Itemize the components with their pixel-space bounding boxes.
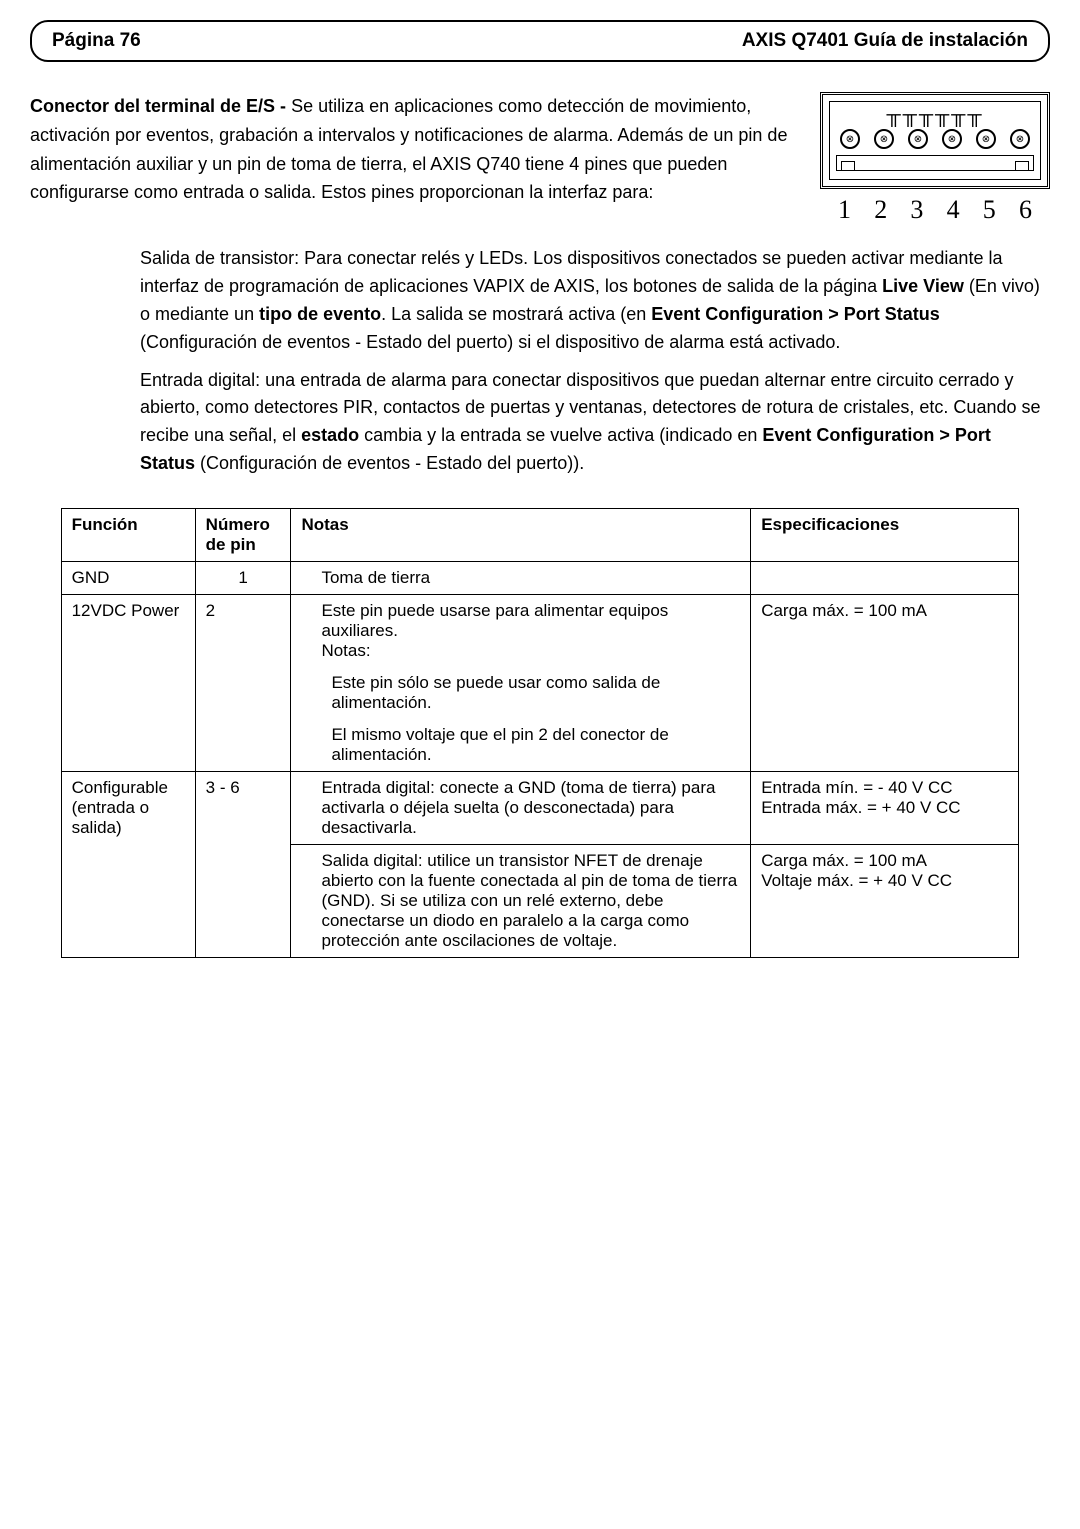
bullet1-text: . La salida se mostrará activa (en bbox=[381, 304, 651, 324]
screw-icon: ⊗ bbox=[874, 129, 894, 149]
table-row: GND 1 Toma de tierra bbox=[61, 562, 1019, 595]
pin-number: 6 bbox=[1019, 195, 1032, 225]
screw-icon: ⊗ bbox=[908, 129, 928, 149]
page-header: Página 76 AXIS Q7401 Guía de instalación bbox=[30, 20, 1050, 62]
bullet1-text: (Configuración de eventos - Estado del p… bbox=[140, 332, 840, 352]
bullet-2: Entrada digital: una entrada de alarma p… bbox=[30, 367, 1050, 479]
bullet1-path: Event Configuration > Port Status bbox=[651, 304, 940, 324]
cell-spec: Carga máx. = 100 mA Voltaje máx. = + 40 … bbox=[751, 845, 1019, 958]
cell-notes: Toma de tierra bbox=[291, 562, 751, 595]
connector-base-icon bbox=[836, 155, 1034, 171]
cell-notes: Este pin puede usarse para alimentar equ… bbox=[291, 595, 751, 668]
cell-func: GND bbox=[61, 562, 195, 595]
bullet1-liveview: Live View bbox=[882, 276, 964, 296]
screw-icon: ⊗ bbox=[976, 129, 996, 149]
bullet1-eventtype: tipo de evento bbox=[259, 304, 381, 324]
bullet2-text: (Configuración de eventos - Estado del p… bbox=[195, 453, 584, 473]
intro-lead: Conector del terminal de E/S - bbox=[30, 96, 286, 116]
bullet-1: Salida de transistor: Para conectar relé… bbox=[30, 245, 1050, 357]
page-number: Página 76 bbox=[52, 30, 141, 52]
cell-notes: Este pin sólo se puede usar como salida … bbox=[291, 667, 751, 719]
cell-spec: Entrada mín. = - 40 V CC Entrada máx. = … bbox=[751, 772, 1019, 845]
cell-pin: 3 - 6 bbox=[195, 772, 291, 958]
cell-spec: Carga máx. = 100 mA bbox=[751, 595, 1019, 772]
cell-notes: El mismo voltaje que el pin 2 del conect… bbox=[291, 719, 751, 772]
bullet1-text: Salida de transistor: Para conectar relé… bbox=[140, 248, 1002, 296]
connector-teeth-icon: ╥╥╥╥╥╥ bbox=[836, 105, 1034, 125]
pin-numbers-row: 1 2 3 4 5 6 bbox=[820, 189, 1050, 225]
cell-notes: Salida digital: utilice un transistor NF… bbox=[291, 845, 751, 958]
bullet2-text: cambia y la entrada se vuelve activa (in… bbox=[359, 425, 762, 445]
cell-pin: 2 bbox=[195, 595, 291, 772]
th-func: Función bbox=[61, 509, 195, 562]
connector-screws-row: ⊗ ⊗ ⊗ ⊗ ⊗ ⊗ bbox=[836, 127, 1034, 151]
intro-section: Conector del terminal de E/S - Se utiliz… bbox=[30, 92, 1050, 225]
connector-diagram: ╥╥╥╥╥╥ ⊗ ⊗ ⊗ ⊗ ⊗ ⊗ 1 2 3 4 5 6 bbox=[820, 92, 1050, 225]
pin-number: 5 bbox=[983, 195, 996, 225]
table-header-row: Función Número de pin Notas Especificaci… bbox=[61, 509, 1019, 562]
bullet2-estado: estado bbox=[301, 425, 359, 445]
screw-icon: ⊗ bbox=[840, 129, 860, 149]
cell-func: 12VDC Power bbox=[61, 595, 195, 772]
pin-number: 3 bbox=[910, 195, 923, 225]
cell-func: Configurable (entrada o salida) bbox=[61, 772, 195, 958]
th-spec: Especificaciones bbox=[751, 509, 1019, 562]
pin-number: 1 bbox=[838, 195, 851, 225]
guide-title: AXIS Q7401 Guía de instalación bbox=[742, 30, 1028, 52]
screw-icon: ⊗ bbox=[1010, 129, 1030, 149]
th-pin: Número de pin bbox=[195, 509, 291, 562]
cell-pin: 1 bbox=[195, 562, 291, 595]
table-row: Configurable (entrada o salida) 3 - 6 En… bbox=[61, 772, 1019, 845]
pin-number: 2 bbox=[874, 195, 887, 225]
table-row: 12VDC Power 2 Este pin puede usarse para… bbox=[61, 595, 1019, 668]
intro-text: Conector del terminal de E/S - Se utiliz… bbox=[30, 92, 805, 207]
pin-number: 4 bbox=[947, 195, 960, 225]
screw-icon: ⊗ bbox=[942, 129, 962, 149]
cell-notes: Entrada digital: conecte a GND (toma de … bbox=[291, 772, 751, 845]
th-notes: Notas bbox=[291, 509, 751, 562]
cell-spec bbox=[751, 562, 1019, 595]
spec-table: Función Número de pin Notas Especificaci… bbox=[61, 508, 1020, 958]
